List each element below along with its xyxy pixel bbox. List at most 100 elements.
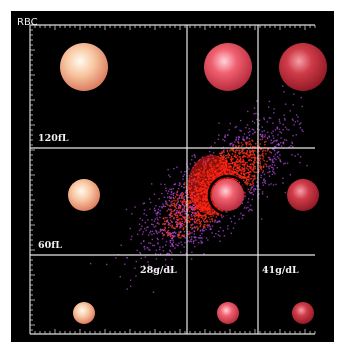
scatter-point xyxy=(272,142,274,144)
scatter-point xyxy=(230,220,233,223)
scatter-point xyxy=(164,258,167,261)
scatter-point xyxy=(171,200,173,202)
scatter-point xyxy=(225,159,227,161)
scatter-point xyxy=(187,203,189,206)
scatter-point xyxy=(249,130,251,133)
scatter-point xyxy=(223,149,225,151)
scatter-point xyxy=(208,216,210,219)
scatter-point xyxy=(178,182,181,184)
scatter-point xyxy=(251,169,254,172)
scatter-point xyxy=(157,219,159,221)
scatter-point xyxy=(172,194,174,196)
scatter-point xyxy=(258,129,260,131)
scatter-point xyxy=(166,217,168,219)
scatter-point xyxy=(197,237,200,239)
scatter-point xyxy=(242,175,244,178)
scatter-point xyxy=(259,143,261,145)
scatter-point xyxy=(153,232,155,235)
scatter-point xyxy=(190,207,193,210)
scatter-point xyxy=(199,225,201,228)
scatter-point xyxy=(275,158,277,161)
scatter-point xyxy=(143,245,146,248)
scatter-point xyxy=(254,157,257,159)
scatter-point xyxy=(170,226,173,228)
scatter-point xyxy=(295,134,297,136)
scatter-point xyxy=(171,244,173,247)
scatter-point xyxy=(153,207,156,210)
scatter-point xyxy=(252,175,254,177)
scatter-point xyxy=(217,220,220,223)
scatter-point xyxy=(189,196,191,199)
scatter-point xyxy=(259,155,261,157)
scatter-point xyxy=(235,171,237,174)
scatter-point xyxy=(179,194,181,197)
scatter-point xyxy=(238,136,240,138)
scatter-point xyxy=(242,168,244,171)
scatter-point xyxy=(202,228,204,231)
scatter-point xyxy=(106,263,108,266)
scatter-point xyxy=(183,227,185,229)
scatter-point xyxy=(171,258,173,260)
scatter-point xyxy=(291,141,293,143)
scatter-point xyxy=(265,153,267,155)
scatter-point xyxy=(274,153,276,156)
scatter-point xyxy=(145,214,148,216)
scatter-point xyxy=(177,222,180,225)
scatter-point xyxy=(259,146,261,148)
scatter-point xyxy=(194,156,196,158)
scatter-point xyxy=(178,233,180,236)
scatter-point xyxy=(181,200,184,203)
scatter-point xyxy=(251,128,254,130)
scatter-point xyxy=(235,179,237,181)
scatter-point xyxy=(260,148,263,150)
scatter-point xyxy=(233,215,235,217)
scatter-point xyxy=(245,207,247,209)
scatter-point xyxy=(179,183,181,185)
scatter-point xyxy=(181,192,183,194)
scatter-point xyxy=(249,155,251,157)
scatter-point xyxy=(146,226,148,229)
scatter-point xyxy=(273,161,275,164)
scatter-point xyxy=(247,142,249,144)
scatter-point xyxy=(224,135,226,138)
scatter-point xyxy=(209,225,211,228)
scatter-point xyxy=(164,183,166,186)
scatter-point xyxy=(229,162,232,165)
scatter-point xyxy=(169,241,171,244)
scatter-point xyxy=(240,119,242,122)
scatter-point xyxy=(143,227,146,230)
scatter-point xyxy=(240,152,242,154)
scatter-point xyxy=(256,100,258,102)
scatter-point xyxy=(203,224,205,226)
scatter-point xyxy=(278,143,280,146)
scatter-point xyxy=(249,183,251,185)
scatter-point xyxy=(229,217,232,219)
scatter-point xyxy=(246,153,248,156)
scatter-point xyxy=(164,220,166,223)
scatter-point xyxy=(247,178,250,181)
scatter-point xyxy=(272,130,274,132)
scatter-point xyxy=(143,202,146,204)
scatter-point xyxy=(219,240,221,242)
scatter-point xyxy=(235,163,237,165)
scatter-point xyxy=(190,224,192,226)
scatter-point xyxy=(284,117,286,120)
scatter-point xyxy=(174,227,176,229)
scatter-point xyxy=(237,149,239,152)
scatter-point xyxy=(233,163,236,165)
scatter-point xyxy=(243,173,246,176)
scatter-point xyxy=(151,230,154,233)
scatter-point xyxy=(222,157,224,159)
scatter-point xyxy=(234,222,236,225)
scatter-point xyxy=(157,211,159,213)
scatter-point xyxy=(289,110,291,112)
scatter-point xyxy=(228,156,230,159)
scatter-point xyxy=(189,218,192,221)
scatter-point xyxy=(224,134,226,136)
scatter-point xyxy=(167,192,169,195)
scatter-point xyxy=(148,198,151,200)
scatter-point xyxy=(262,181,264,184)
scatter-point xyxy=(243,177,245,179)
scatter-point xyxy=(234,126,236,129)
